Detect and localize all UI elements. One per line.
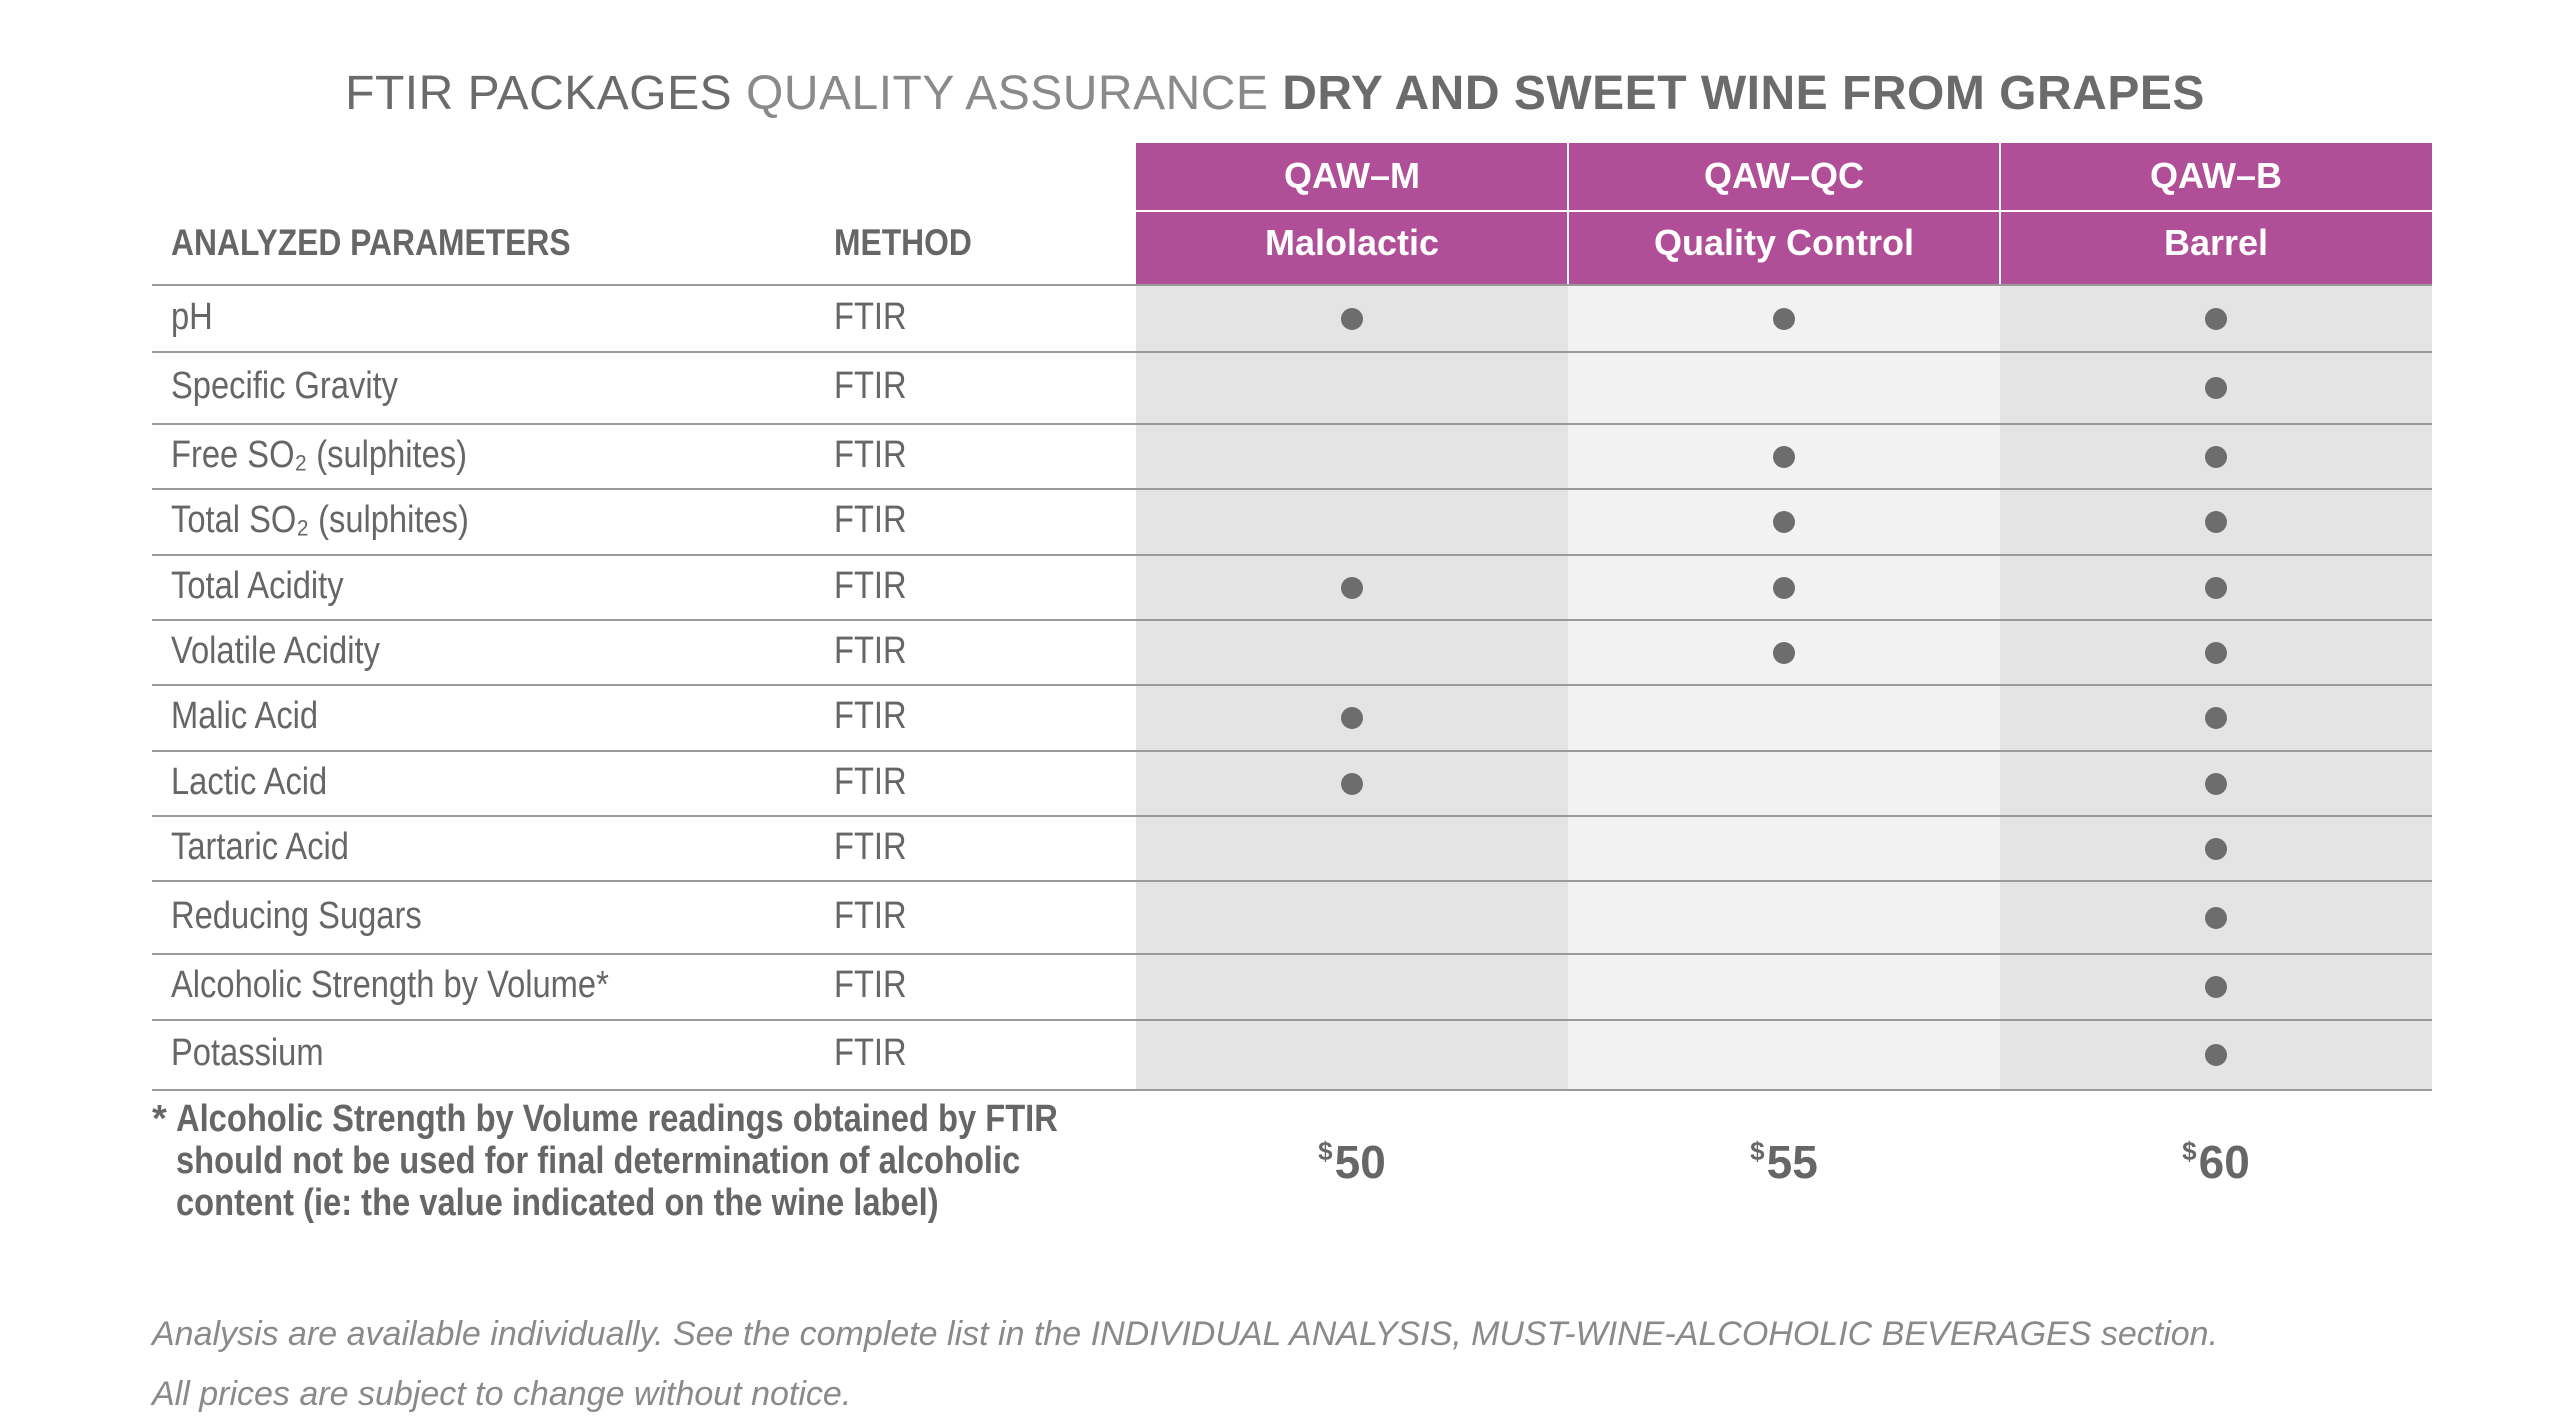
method-column-header: METHOD	[834, 222, 972, 263]
method-cell: FTIR	[834, 564, 907, 607]
param-cell: Potassium	[171, 1032, 324, 1074]
title-part-1: FTIR PACKAGES	[345, 67, 733, 120]
package-code-3: QAW–B	[2149, 155, 2282, 196]
currency-symbol: $	[1750, 1136, 1765, 1166]
param-cell: Reducing Sugars	[171, 894, 422, 937]
method-cell: FTIR	[834, 894, 907, 937]
price-value: 55	[1766, 1136, 1818, 1188]
method-cell: FTIR	[834, 296, 907, 338]
included-dot-icon	[2205, 511, 2227, 533]
param-cell: Free SO₂ (sulphites)	[171, 433, 468, 476]
included-dot-icon	[1773, 641, 1795, 664]
header-col-divider	[1567, 143, 1569, 286]
row-divider	[152, 488, 2432, 490]
row-divider	[152, 750, 2432, 752]
row-divider	[152, 815, 2432, 817]
title-part-3: DRY AND SWEET WINE FROM GRAPES	[1282, 67, 2205, 120]
package-column-1-bg	[1136, 286, 1568, 1090]
included-dot-icon	[2205, 377, 2227, 399]
method-cell: FTIR	[834, 1032, 907, 1074]
footnote-star: *	[152, 1098, 167, 1140]
footer-line-1: Analysis are available individually. See…	[152, 1315, 2219, 1353]
row-divider	[152, 351, 2432, 353]
row-divider	[152, 684, 2432, 686]
param-cell: Total Acidity	[171, 564, 344, 607]
footnote-text: Alcoholic Strength by Volume readings ob…	[176, 1098, 1058, 1224]
package-code-2: QAW–QC	[1703, 155, 1864, 196]
included-dot-icon	[1773, 511, 1795, 533]
included-dot-icon	[1773, 576, 1795, 599]
row-divider	[152, 953, 2432, 955]
method-cell: FTIR	[834, 433, 907, 476]
row-divider	[152, 880, 2432, 882]
param-cell: Lactic Acid	[171, 760, 328, 803]
included-dot-icon	[2205, 445, 2227, 468]
header-col-divider	[1999, 143, 2001, 286]
included-dot-icon	[2205, 976, 2227, 998]
header-bottom-line	[152, 284, 2432, 286]
included-dot-icon	[1773, 308, 1795, 330]
method-cell: FTIR	[834, 365, 907, 407]
included-dot-icon	[2205, 1044, 2227, 1066]
method-cell: FTIR	[834, 760, 907, 803]
package-name-1: Malolactic	[1264, 222, 1440, 263]
param-cell: Total SO₂ (sulphites)	[171, 499, 469, 541]
included-dot-icon	[1341, 576, 1363, 599]
included-dot-icon	[2205, 906, 2227, 929]
param-cell: Alcoholic Strength by Volume*	[171, 964, 609, 1006]
package-column-3-bg	[2000, 286, 2432, 1090]
price-value: 60	[2198, 1136, 2250, 1188]
row-divider	[152, 1019, 2432, 1021]
method-cell: FTIR	[834, 695, 907, 737]
row-divider	[152, 554, 2432, 556]
included-dot-icon	[2205, 707, 2227, 729]
param-cell: Tartaric Acid	[171, 825, 349, 868]
currency-symbol: $	[2182, 1136, 2197, 1166]
param-column-header: ANALYZED PARAMETERS	[171, 222, 571, 263]
package-header-band	[1136, 143, 2432, 286]
included-dot-icon	[1341, 772, 1363, 795]
package-code-1: QAW–M	[1283, 155, 1420, 196]
method-cell: FTIR	[834, 825, 907, 868]
footer-line-2: All prices are subject to change without…	[152, 1375, 852, 1413]
included-dot-icon	[2205, 772, 2227, 795]
package-price-2: $55	[1568, 1135, 2000, 1189]
included-dot-icon	[1341, 707, 1363, 729]
package-price-3: $60	[2000, 1135, 2432, 1189]
package-price-1: $50	[1136, 1135, 1568, 1189]
param-cell: pH	[171, 296, 213, 338]
method-cell: FTIR	[834, 629, 907, 672]
row-divider	[152, 1089, 2432, 1091]
row-divider	[152, 619, 2432, 621]
included-dot-icon	[2205, 576, 2227, 599]
title-part-2: QUALITY ASSURANCE	[745, 67, 1269, 120]
included-dot-icon	[2205, 308, 2227, 330]
included-dot-icon	[2205, 837, 2227, 860]
method-cell: FTIR	[834, 964, 907, 1006]
header-divider	[1136, 210, 2432, 212]
row-divider	[152, 423, 2432, 425]
price-value: 50	[1334, 1136, 1386, 1188]
param-cell: Specific Gravity	[171, 365, 399, 407]
included-dot-icon	[1341, 308, 1363, 330]
included-dot-icon	[2205, 641, 2227, 664]
package-name-3: Barrel	[2163, 222, 2269, 263]
method-cell: FTIR	[834, 499, 907, 541]
currency-symbol: $	[1318, 1136, 1333, 1166]
param-cell: Volatile Acidity	[171, 629, 380, 672]
param-cell: Malic Acid	[171, 695, 319, 737]
package-column-2-bg	[1568, 286, 2000, 1090]
page-title: FTIR PACKAGES QUALITY ASSURANCE DRY AND …	[0, 66, 2550, 121]
included-dot-icon	[1773, 445, 1795, 468]
package-name-2: Quality Control	[1654, 222, 1914, 263]
